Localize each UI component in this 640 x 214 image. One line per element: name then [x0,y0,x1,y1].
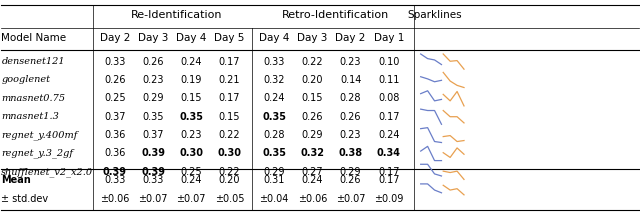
Text: 0.10: 0.10 [378,56,399,67]
Text: 0.31: 0.31 [264,175,285,185]
Text: 0.33: 0.33 [104,175,125,185]
Text: ±0.06: ±0.06 [298,194,327,204]
Text: ±0.09: ±0.09 [374,194,403,204]
Text: 0.26: 0.26 [340,175,362,185]
Text: 0.22: 0.22 [219,167,241,177]
Text: 0.24: 0.24 [180,175,202,185]
Text: 0.35: 0.35 [262,112,286,122]
Text: Day 3: Day 3 [297,33,328,43]
Text: 0.15: 0.15 [219,112,240,122]
Text: 0.32: 0.32 [264,75,285,85]
Text: 0.28: 0.28 [340,93,362,103]
Text: ± std.dev: ± std.dev [1,194,49,204]
Text: 0.29: 0.29 [264,167,285,177]
Text: 0.19: 0.19 [180,75,202,85]
Text: Day 4: Day 4 [259,33,289,43]
Text: 0.29: 0.29 [340,167,362,177]
Text: Day 5: Day 5 [214,33,244,43]
Text: 0.21: 0.21 [219,75,240,85]
Text: 0.39: 0.39 [141,167,165,177]
Text: 0.23: 0.23 [340,130,362,140]
Text: 0.37: 0.37 [142,130,164,140]
Text: 0.20: 0.20 [219,175,240,185]
Text: Re-Identification: Re-Identification [131,10,222,20]
Text: 0.35: 0.35 [179,112,204,122]
Text: densenet121: densenet121 [1,57,65,66]
Text: 0.24: 0.24 [264,93,285,103]
Text: 0.08: 0.08 [378,93,399,103]
Text: Sparklines: Sparklines [408,10,462,20]
Text: 0.36: 0.36 [104,149,125,159]
Text: Day 1: Day 1 [374,33,404,43]
Text: 0.17: 0.17 [219,56,240,67]
Text: regnet_y.400mf: regnet_y.400mf [1,130,78,140]
Text: 0.38: 0.38 [339,149,363,159]
Text: 0.35: 0.35 [262,149,286,159]
Text: 0.24: 0.24 [180,56,202,67]
Text: ±0.04: ±0.04 [259,194,289,204]
Text: Retro-Identification: Retro-Identification [282,10,390,20]
Text: 0.32: 0.32 [300,149,324,159]
Text: 0.11: 0.11 [378,75,399,85]
Text: 0.35: 0.35 [142,112,164,122]
Text: 0.24: 0.24 [378,130,399,140]
Text: 0.29: 0.29 [142,93,164,103]
Text: 0.37: 0.37 [104,112,125,122]
Text: 0.28: 0.28 [264,130,285,140]
Text: 0.20: 0.20 [301,75,323,85]
Text: 0.39: 0.39 [141,149,165,159]
Text: Day 4: Day 4 [176,33,207,43]
Text: mnasnet1.3: mnasnet1.3 [1,112,60,121]
Text: ±0.07: ±0.07 [138,194,168,204]
Text: googlenet: googlenet [1,76,51,85]
Text: 0.26: 0.26 [142,56,164,67]
Text: 0.22: 0.22 [301,56,323,67]
Text: 0.30: 0.30 [218,149,241,159]
Text: Day 3: Day 3 [138,33,168,43]
Text: shufflenet_v2_x2.0: shufflenet_v2_x2.0 [1,167,93,177]
Text: 0.25: 0.25 [180,167,202,177]
Text: 0.25: 0.25 [104,93,125,103]
Text: 0.39: 0.39 [103,167,127,177]
Text: 0.33: 0.33 [264,56,285,67]
Text: mnasnet0.75: mnasnet0.75 [1,94,65,103]
Text: 0.36: 0.36 [104,130,125,140]
Text: 0.26: 0.26 [340,112,362,122]
Text: 0.22: 0.22 [219,130,241,140]
Text: 0.27: 0.27 [301,167,323,177]
Text: 0.23: 0.23 [142,75,164,85]
Text: 0.26: 0.26 [301,112,323,122]
Text: 0.29: 0.29 [301,130,323,140]
Text: 0.24: 0.24 [301,175,323,185]
Text: Model Name: Model Name [1,33,67,43]
Text: 0.17: 0.17 [378,167,399,177]
Text: Day 2: Day 2 [100,33,130,43]
Text: 0.17: 0.17 [378,112,399,122]
Text: 0.23: 0.23 [340,56,362,67]
Text: 0.14: 0.14 [340,75,361,85]
Text: 0.17: 0.17 [378,175,399,185]
Text: 0.34: 0.34 [377,149,401,159]
Text: ±0.07: ±0.07 [336,194,365,204]
Text: 0.23: 0.23 [180,130,202,140]
Text: regnet_y.3_2gf: regnet_y.3_2gf [1,149,74,158]
Text: ±0.05: ±0.05 [215,194,244,204]
Text: ±0.06: ±0.06 [100,194,129,204]
Text: 0.17: 0.17 [219,93,240,103]
Text: 0.33: 0.33 [104,56,125,67]
Text: 0.26: 0.26 [104,75,125,85]
Text: 0.33: 0.33 [142,175,164,185]
Text: 0.15: 0.15 [180,93,202,103]
Text: Day 2: Day 2 [335,33,366,43]
Text: 0.15: 0.15 [301,93,323,103]
Text: ±0.07: ±0.07 [177,194,206,204]
Text: 0.30: 0.30 [179,149,204,159]
Text: Mean: Mean [1,175,31,185]
